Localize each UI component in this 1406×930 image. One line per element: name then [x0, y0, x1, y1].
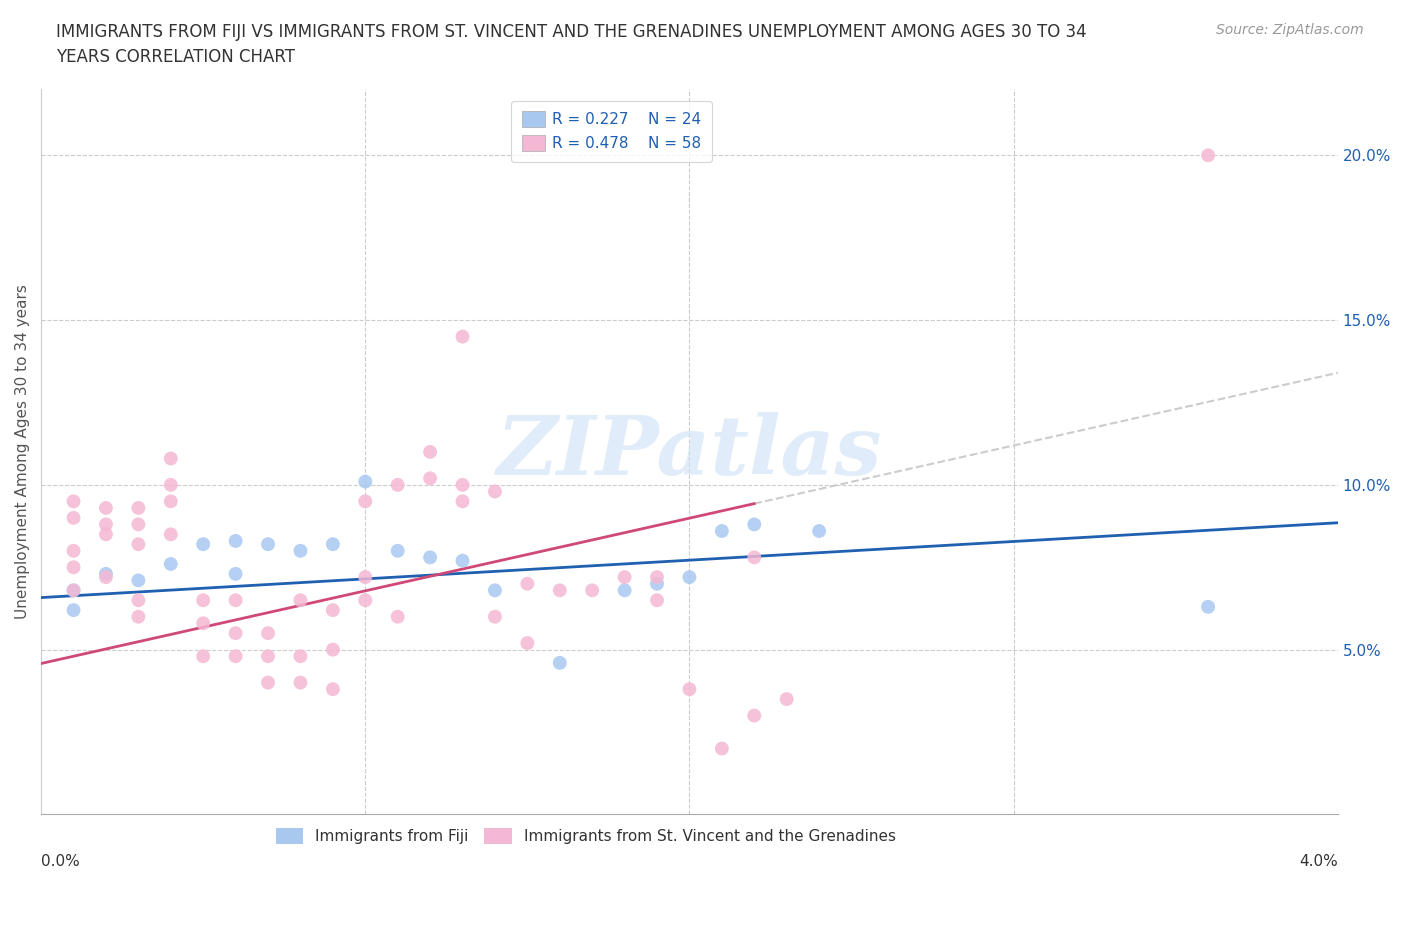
- Point: [94, 517, 117, 532]
- Point: [354, 570, 377, 585]
- Point: [354, 474, 377, 489]
- Point: [225, 592, 247, 607]
- Point: [354, 494, 377, 509]
- Point: [225, 649, 247, 664]
- Point: [62, 543, 84, 558]
- Point: [678, 682, 700, 697]
- Legend: Immigrants from Fiji, Immigrants from St. Vincent and the Grenadines: Immigrants from Fiji, Immigrants from St…: [270, 822, 901, 850]
- Point: [193, 616, 215, 631]
- Point: [645, 592, 668, 607]
- Point: [484, 583, 506, 598]
- Point: [484, 609, 506, 624]
- Point: [225, 534, 247, 549]
- Point: [127, 609, 149, 624]
- Point: [645, 577, 668, 591]
- Point: [548, 583, 571, 598]
- Y-axis label: Unemployment Among Ages 30 to 34 years: Unemployment Among Ages 30 to 34 years: [15, 285, 30, 619]
- Point: [62, 511, 84, 525]
- Point: [62, 494, 84, 509]
- Point: [127, 573, 149, 588]
- Point: [419, 445, 441, 459]
- Point: [159, 477, 181, 492]
- Point: [451, 477, 474, 492]
- Point: [678, 570, 700, 585]
- Point: [257, 649, 280, 664]
- Point: [225, 566, 247, 581]
- Point: [62, 603, 84, 618]
- Point: [645, 570, 668, 585]
- Point: [322, 682, 344, 697]
- Point: [742, 708, 765, 723]
- Point: [710, 524, 733, 538]
- Point: [290, 675, 312, 690]
- Point: [290, 592, 312, 607]
- Point: [742, 550, 765, 565]
- Point: [193, 592, 215, 607]
- Point: [581, 583, 603, 598]
- Point: [322, 603, 344, 618]
- Point: [613, 583, 636, 598]
- Point: [1197, 148, 1219, 163]
- Text: IMMIGRANTS FROM FIJI VS IMMIGRANTS FROM ST. VINCENT AND THE GRENADINES UNEMPLOYM: IMMIGRANTS FROM FIJI VS IMMIGRANTS FROM …: [56, 23, 1087, 66]
- Point: [94, 500, 117, 515]
- Point: [193, 537, 215, 551]
- Point: [387, 477, 409, 492]
- Text: 0.0%: 0.0%: [41, 854, 80, 869]
- Point: [127, 537, 149, 551]
- Text: 4.0%: 4.0%: [1299, 854, 1337, 869]
- Point: [516, 635, 538, 650]
- Point: [451, 329, 474, 344]
- Text: Source: ZipAtlas.com: Source: ZipAtlas.com: [1216, 23, 1364, 37]
- Point: [127, 500, 149, 515]
- Point: [62, 560, 84, 575]
- Point: [808, 524, 831, 538]
- Text: ZIPatlas: ZIPatlas: [496, 412, 882, 492]
- Point: [94, 527, 117, 542]
- Point: [94, 566, 117, 581]
- Point: [1197, 599, 1219, 614]
- Point: [387, 543, 409, 558]
- Point: [548, 656, 571, 671]
- Point: [322, 537, 344, 551]
- Point: [354, 592, 377, 607]
- Point: [516, 577, 538, 591]
- Point: [62, 583, 84, 598]
- Point: [484, 484, 506, 498]
- Point: [387, 609, 409, 624]
- Point: [62, 583, 84, 598]
- Point: [710, 741, 733, 756]
- Point: [419, 471, 441, 485]
- Point: [225, 626, 247, 641]
- Point: [776, 692, 799, 707]
- Point: [322, 643, 344, 658]
- Point: [159, 527, 181, 542]
- Point: [127, 517, 149, 532]
- Point: [613, 570, 636, 585]
- Point: [159, 451, 181, 466]
- Point: [257, 537, 280, 551]
- Point: [742, 517, 765, 532]
- Point: [419, 550, 441, 565]
- Point: [257, 626, 280, 641]
- Point: [257, 675, 280, 690]
- Point: [159, 556, 181, 571]
- Point: [127, 592, 149, 607]
- Point: [193, 649, 215, 664]
- Point: [290, 649, 312, 664]
- Point: [451, 494, 474, 509]
- Point: [159, 494, 181, 509]
- Point: [451, 553, 474, 568]
- Point: [290, 543, 312, 558]
- Point: [94, 570, 117, 585]
